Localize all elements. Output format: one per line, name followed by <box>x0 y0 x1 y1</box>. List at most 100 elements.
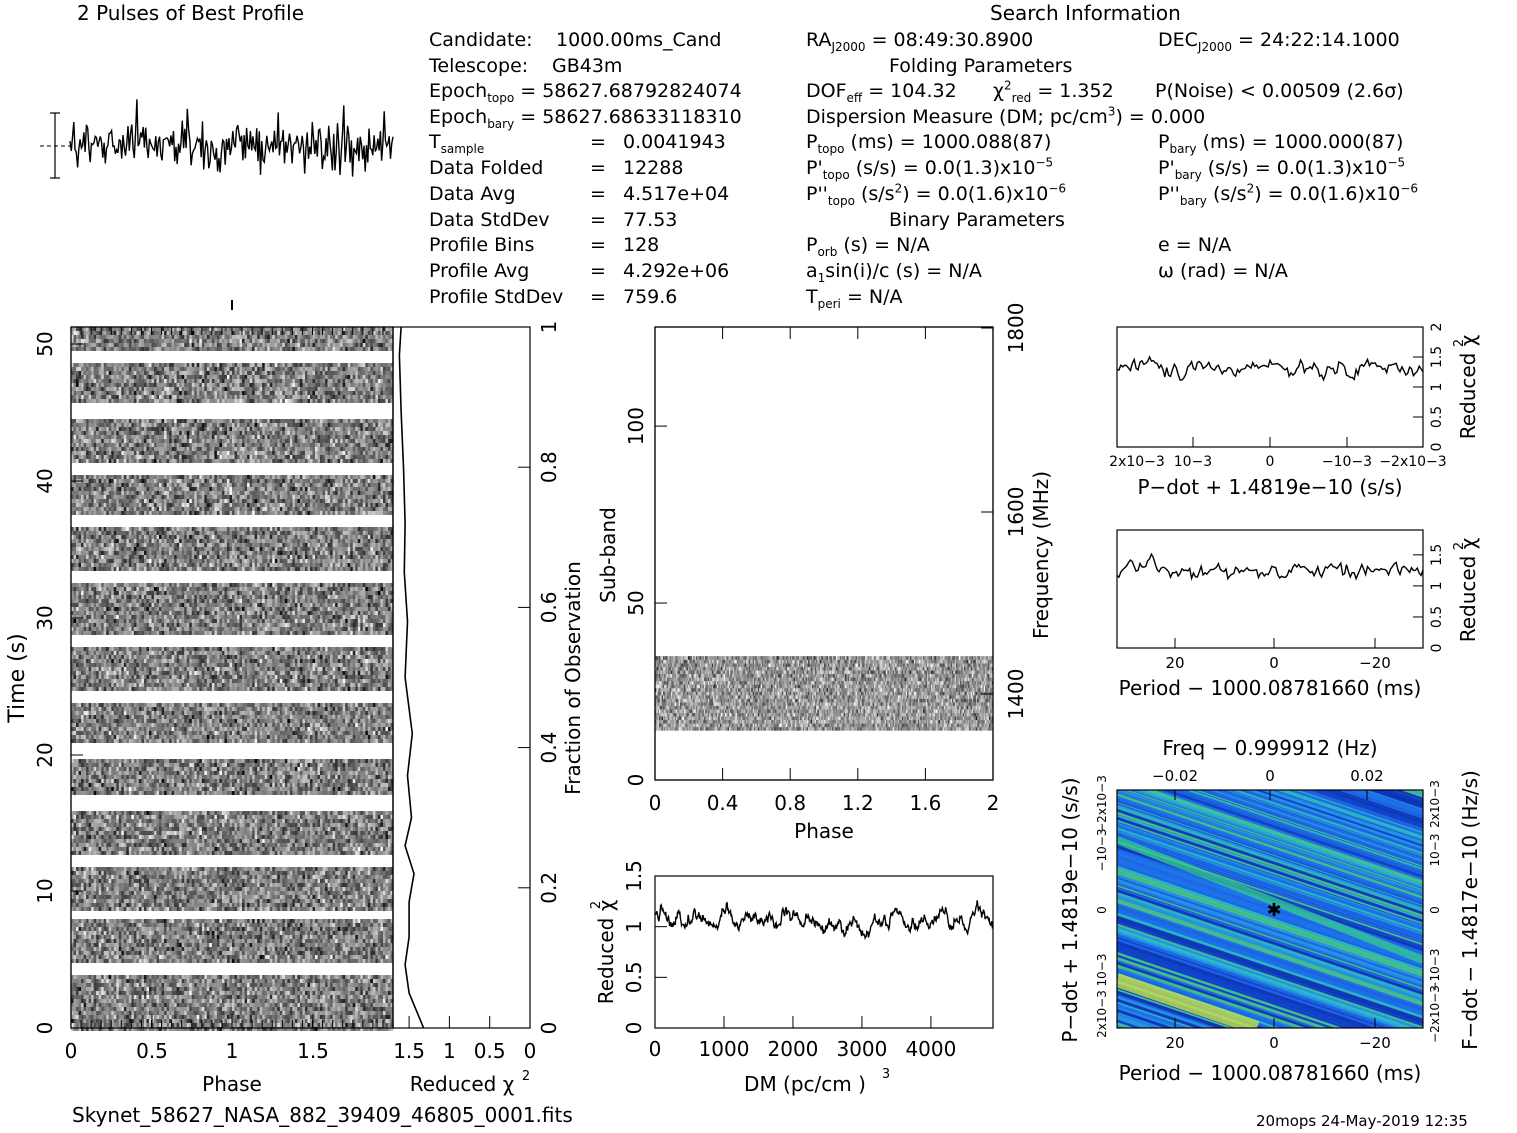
dof: DOFeff = 104.32 <box>806 82 957 101</box>
profile-line <box>70 99 393 176</box>
subband-image <box>655 656 993 731</box>
omega: ω (rad) = N/A <box>1158 262 1288 281</box>
x-tick-label: −20 <box>1359 654 1391 672</box>
y-tick-label: 0 <box>622 1022 646 1035</box>
p-bary: Pbary (ms) = 1000.000(87) <box>1158 133 1403 152</box>
period-chi2-line <box>1117 554 1423 579</box>
period-frame <box>1117 530 1423 648</box>
y-tick-label: 0 <box>1429 443 1445 452</box>
profile-stddev-value: 759.6 <box>623 288 677 307</box>
y-tick-label: 1 <box>1429 383 1445 392</box>
y-axis-label: Reduced χ <box>1456 538 1480 643</box>
x-axis-label: Phase <box>202 1072 262 1096</box>
pdot-frame <box>1117 327 1423 447</box>
y-tick-label: 2x10−3 <box>1095 990 1109 1038</box>
fraction-chi2-line <box>399 327 423 1028</box>
search-info-title: Search Information <box>990 3 1181 23</box>
y-tick-label: 40 <box>33 468 57 493</box>
data-folded-label: Data Folded <box>429 159 543 178</box>
y-tick-label: 0.6 <box>537 591 561 623</box>
y-tick-label: 0 <box>537 1022 561 1035</box>
dec: DECJ2000 = 24:22:14.1000 <box>1158 31 1400 50</box>
y-tick-label: 100 <box>624 407 648 445</box>
profile-bins-value: 128 <box>623 236 659 255</box>
y-tick-label: 50 <box>33 331 57 356</box>
y-axis-label: Time (s) <box>5 633 30 723</box>
p-topo: Ptopo (ms) = 1000.088(87) <box>806 133 1051 152</box>
chi2-red: χ2red = 1.352 <box>993 82 1114 101</box>
dm-chi2-line <box>655 900 993 938</box>
y2-tick-label: 1600 <box>1004 487 1028 538</box>
y2-tick-label: −10−3 <box>1428 948 1442 991</box>
y-tick-label: 2 <box>1429 323 1445 332</box>
y-axis-label-sup: 2 <box>589 901 604 909</box>
y-tick-label: 0 <box>624 774 648 787</box>
x-tick-label: 2x10−3 <box>1109 454 1165 470</box>
fraction-frame <box>393 327 530 1028</box>
y-tick-label: 0.5 <box>1429 406 1445 428</box>
y-tick-label: −2x10−3 <box>1095 775 1109 833</box>
x-tick-label: 1 <box>443 1039 456 1063</box>
ppdot-top-label: Freq − 0.999912 (Hz) <box>1162 736 1377 760</box>
x-axis-label: Period − 1000.08781660 (ms) <box>1119 1061 1422 1085</box>
t-peri: Tperi = N/A <box>806 288 903 307</box>
y2-tick-label: 10−3 <box>1428 834 1442 867</box>
x-tick-label: 0 <box>1269 1034 1279 1052</box>
x-tick-label: 1.6 <box>909 791 941 815</box>
x-tick-label: 0 <box>1269 654 1279 672</box>
epoch-topo: Epochtopo = 58627.68792824074 <box>429 82 742 101</box>
x-tick-label: 2 <box>987 791 1000 815</box>
y-tick-label: 0.5 <box>622 961 646 993</box>
data-stddev-label: Data StdDev <box>429 211 550 230</box>
y-tick-label: 1 <box>1429 581 1445 590</box>
x-axis-label-sup: 2 <box>522 1069 530 1084</box>
y-tick-label: 10−3 <box>1095 954 1109 987</box>
y-tick-label: 1 <box>622 920 646 933</box>
candidate-label: Candidate: <box>429 31 533 50</box>
x-tick-label: 10−3 <box>1174 454 1212 470</box>
p-noise: P(Noise) < 0.00509 (2.6σ) <box>1155 82 1404 101</box>
x-tick-label: 0 <box>649 1037 662 1061</box>
y-tick-label: 1.5 <box>1429 346 1445 368</box>
profile-title: 2 Pulses of Best Profile <box>77 3 304 23</box>
x-tick-label: 20 <box>1165 1034 1184 1052</box>
binary-header: Binary Parameters <box>889 211 1065 230</box>
x-tick-label: 0.8 <box>774 791 806 815</box>
x-tick-label: 3000 <box>836 1037 887 1061</box>
t-sample-value: 0.0041943 <box>623 133 726 152</box>
time-phase-image <box>71 327 393 1031</box>
pdot-topo: P'topo (s/s) = 0.0(1.3)x10−5 <box>806 159 1053 178</box>
dispersion-measure: Dispersion Measure (DM; pc/cm3) = 0.000 <box>806 108 1205 127</box>
y-tick-label: 0.4 <box>537 732 561 764</box>
x-axis-label: DM (pc/cm ) <box>744 1072 866 1096</box>
data-avg-value: 4.517e+04 <box>623 185 729 204</box>
pddot-topo: P''topo (s/s2) = 0.0(1.6)x10−6 <box>806 185 1066 204</box>
y2-tick-label: 0 <box>1428 906 1442 914</box>
x-axis-label-sup: 3 <box>882 1067 890 1082</box>
profile-bins-label: Profile Bins <box>429 236 534 255</box>
y-tick-label: 30 <box>33 605 57 630</box>
profile-stddev-eq: = <box>590 288 606 307</box>
pdot-bary: P'bary (s/s) = 0.0(1.3)x10−5 <box>1158 159 1405 178</box>
footer-timestamp: 20mops 24-May-2019 12:35 <box>1256 1114 1468 1129</box>
data-stddev-eq: = <box>590 211 606 230</box>
y-tick-label: 50 <box>624 590 648 615</box>
profile-avg-eq: = <box>590 262 606 281</box>
y-axis-label-sup: 2 <box>1452 542 1467 550</box>
telescope-label: Telescope: <box>429 57 528 76</box>
y-axis-label: Reduced χ <box>1456 335 1480 440</box>
x-tick-label: −2x10−3 <box>1379 454 1446 470</box>
y-tick-label: 0.2 <box>537 872 561 904</box>
pdot-chi2-line <box>1117 357 1423 380</box>
y-tick-label: 1.5 <box>1429 544 1445 566</box>
profile-avg-value: 4.292e+06 <box>623 262 729 281</box>
epoch-bary: Epochbary = 58627.68633118310 <box>429 108 742 127</box>
x2-tick-label: 0 <box>1265 767 1275 785</box>
y2-tick-label: 1400 <box>1004 669 1028 720</box>
x-tick-label: 2000 <box>768 1037 819 1061</box>
x-tick-label: 1.5 <box>393 1039 425 1063</box>
x-tick-label: 0.5 <box>136 1039 168 1063</box>
x-tick-label: 0 <box>524 1039 537 1063</box>
best-fit-marker: ✱ <box>1266 900 1281 921</box>
x2-tick-label: 0.02 <box>1350 767 1383 785</box>
